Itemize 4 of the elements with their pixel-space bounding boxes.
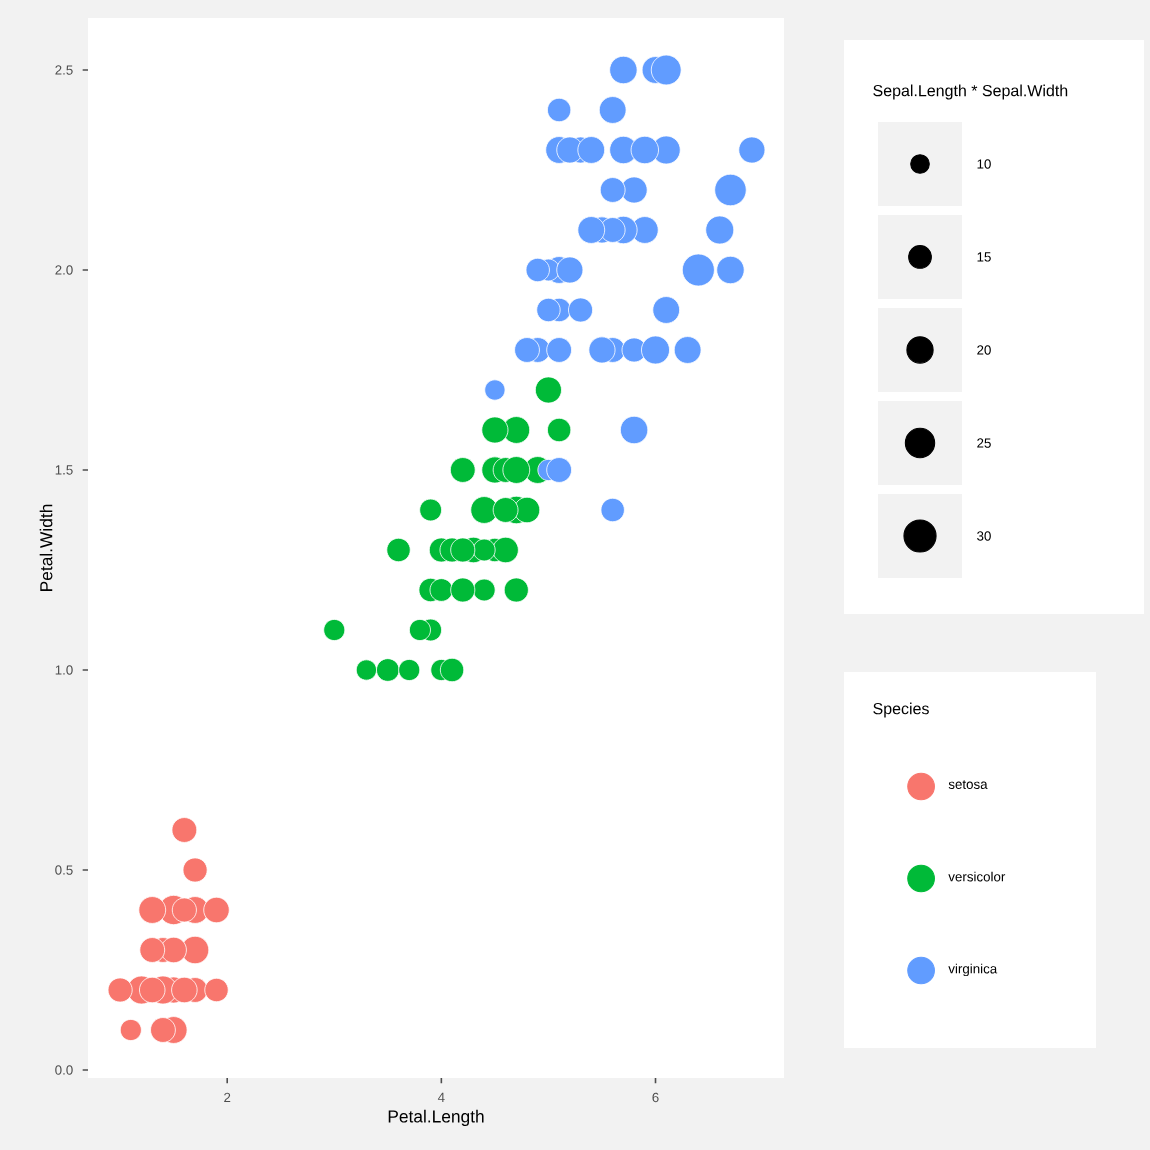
y-axis-title: Petal.Width bbox=[39, 504, 53, 591]
text: Sepal.Length * Sepal.Width bbox=[873, 84, 1068, 100]
legend-title: Species bbox=[873, 702, 929, 718]
x-axis-title: Petal.Length bbox=[388, 1109, 484, 1126]
